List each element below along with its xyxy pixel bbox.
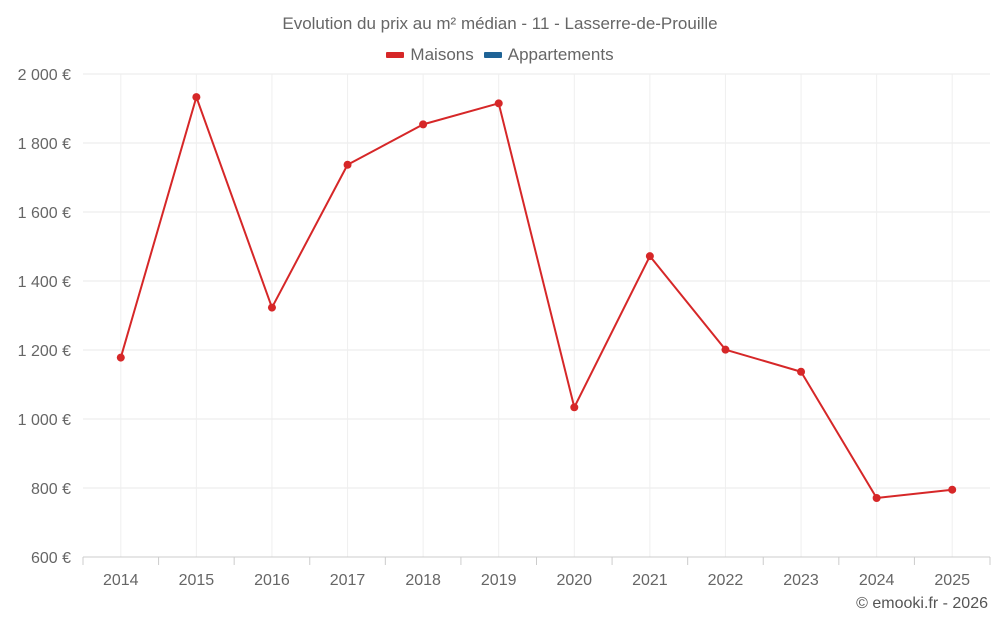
x-tick-label: 2021	[632, 572, 668, 589]
y-tick-label: 600 €	[31, 550, 71, 567]
legend-swatch-maisons	[386, 52, 405, 58]
y-tick-label: 2 000 €	[18, 67, 71, 84]
legend-swatch-appartements	[483, 52, 502, 58]
x-tick-label: 2022	[708, 572, 744, 589]
x-tick-label: 2019	[481, 572, 517, 589]
data-point[interactable]	[419, 120, 428, 129]
x-tick-label: 2024	[859, 572, 895, 589]
legend: Maisons Appartements	[0, 45, 1000, 65]
chart-title: Evolution du prix au m² médian - 11 - La…	[282, 14, 718, 33]
data-point[interactable]	[267, 303, 276, 312]
credit-text: © emooki.fr - 2026	[856, 595, 988, 612]
y-tick-label: 1 600 €	[18, 205, 71, 222]
y-tick-label: 800 €	[31, 481, 71, 498]
y-tick-label: 1 200 €	[18, 343, 71, 360]
data-point[interactable]	[645, 252, 654, 261]
legend-item-maisons[interactable]: Maisons	[386, 45, 474, 65]
data-point[interactable]	[948, 485, 957, 494]
legend-label-appartements: Appartements	[507, 45, 614, 64]
x-tick-label: 2014	[103, 572, 139, 589]
data-point[interactable]	[872, 494, 881, 503]
x-tick-label: 2023	[783, 572, 819, 589]
x-tick-label: 2015	[179, 572, 215, 589]
series-line-maisons	[119, 96, 953, 500]
x-tick-label: 2018	[405, 572, 441, 589]
data-point[interactable]	[570, 403, 579, 412]
x-tick-label: 2017	[330, 572, 366, 589]
data-point[interactable]	[192, 93, 201, 102]
data-point[interactable]	[797, 367, 806, 376]
data-point[interactable]	[494, 99, 503, 108]
legend-item-appartements[interactable]: Appartements	[483, 45, 614, 65]
y-tick-label: 1 000 €	[18, 412, 71, 429]
y-tick-label: 1 800 €	[18, 136, 71, 153]
legend-label-maisons: Maisons	[410, 45, 474, 64]
x-tick-label: 2016	[254, 572, 290, 589]
y-tick-label: 1 400 €	[18, 274, 71, 291]
x-tick-label: 2020	[556, 572, 592, 589]
data-point[interactable]	[343, 160, 352, 169]
x-tick-label: 2025	[934, 572, 970, 589]
data-point[interactable]	[721, 345, 730, 354]
data-point[interactable]	[116, 353, 125, 362]
